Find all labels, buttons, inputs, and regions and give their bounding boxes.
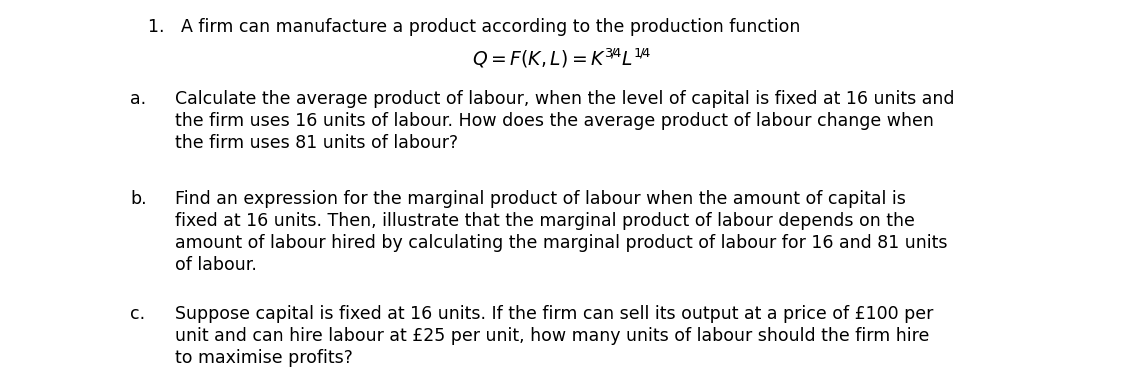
Text: Suppose capital is fixed at 16 units. If the firm can sell its output at a price: Suppose capital is fixed at 16 units. If…: [175, 305, 933, 323]
Text: Calculate the average product of labour, when the level of capital is fixed at 1: Calculate the average product of labour,…: [175, 90, 954, 108]
Text: 1.   A firm can manufacture a product according to the production function: 1. A firm can manufacture a product acco…: [148, 18, 800, 36]
Text: $Q = F(K, L) = K^{3\!/\!4}L^{1\!/\!4}$: $Q = F(K, L) = K^{3\!/\!4}L^{1\!/\!4}$: [472, 46, 652, 69]
Text: c.: c.: [130, 305, 145, 323]
Text: the firm uses 16 units of labour. How does the average product of labour change : the firm uses 16 units of labour. How do…: [175, 112, 934, 130]
Text: b.: b.: [130, 190, 146, 208]
Text: a.: a.: [130, 90, 146, 108]
Text: amount of labour hired by calculating the marginal product of labour for 16 and : amount of labour hired by calculating th…: [175, 234, 948, 252]
Text: of labour.: of labour.: [175, 256, 257, 274]
Text: to maximise profits?: to maximise profits?: [175, 349, 353, 367]
Text: fixed at 16 units. Then, illustrate that the marginal product of labour depends : fixed at 16 units. Then, illustrate that…: [175, 212, 915, 230]
Text: the firm uses 81 units of labour?: the firm uses 81 units of labour?: [175, 134, 459, 152]
Text: Find an expression for the marginal product of labour when the amount of capital: Find an expression for the marginal prod…: [175, 190, 906, 208]
Text: unit and can hire labour at £25 per unit, how many units of labour should the fi: unit and can hire labour at £25 per unit…: [175, 327, 930, 345]
